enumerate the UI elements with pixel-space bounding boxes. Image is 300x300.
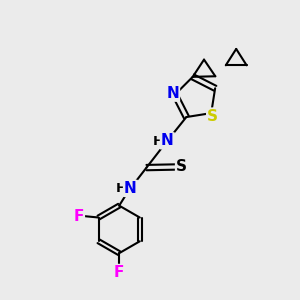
Text: F: F xyxy=(74,208,84,224)
Text: H: H xyxy=(153,135,164,148)
Text: S: S xyxy=(176,160,187,175)
Text: N: N xyxy=(166,86,179,101)
Text: N: N xyxy=(161,133,174,148)
Text: H: H xyxy=(116,182,127,196)
Text: F: F xyxy=(114,265,124,280)
Text: S: S xyxy=(207,109,218,124)
Text: N: N xyxy=(124,181,137,196)
